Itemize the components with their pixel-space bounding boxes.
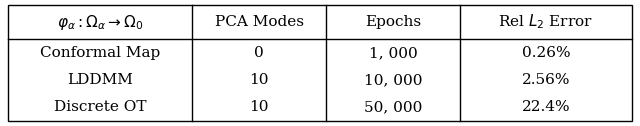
Text: Epochs: Epochs [365, 15, 421, 29]
Text: $\varphi_\alpha : \Omega_\alpha \rightarrow \Omega_0$: $\varphi_\alpha : \Omega_\alpha \rightar… [57, 13, 143, 32]
Text: 0: 0 [254, 46, 264, 60]
Text: PCA Modes: PCA Modes [215, 15, 304, 29]
Text: 10, 000: 10, 000 [364, 73, 422, 87]
Text: 2.56%: 2.56% [522, 73, 570, 87]
Text: Discrete OT: Discrete OT [54, 100, 147, 114]
Text: 1, 000: 1, 000 [369, 46, 418, 60]
Text: Conformal Map: Conformal Map [40, 46, 161, 60]
Text: 50, 000: 50, 000 [364, 100, 422, 114]
Text: 10: 10 [250, 73, 269, 87]
Text: 10: 10 [250, 100, 269, 114]
Text: 22.4%: 22.4% [522, 100, 570, 114]
Text: Rel $L_2$ Error: Rel $L_2$ Error [499, 13, 593, 32]
Text: 0.26%: 0.26% [522, 46, 570, 60]
Text: LDDMM: LDDMM [67, 73, 133, 87]
